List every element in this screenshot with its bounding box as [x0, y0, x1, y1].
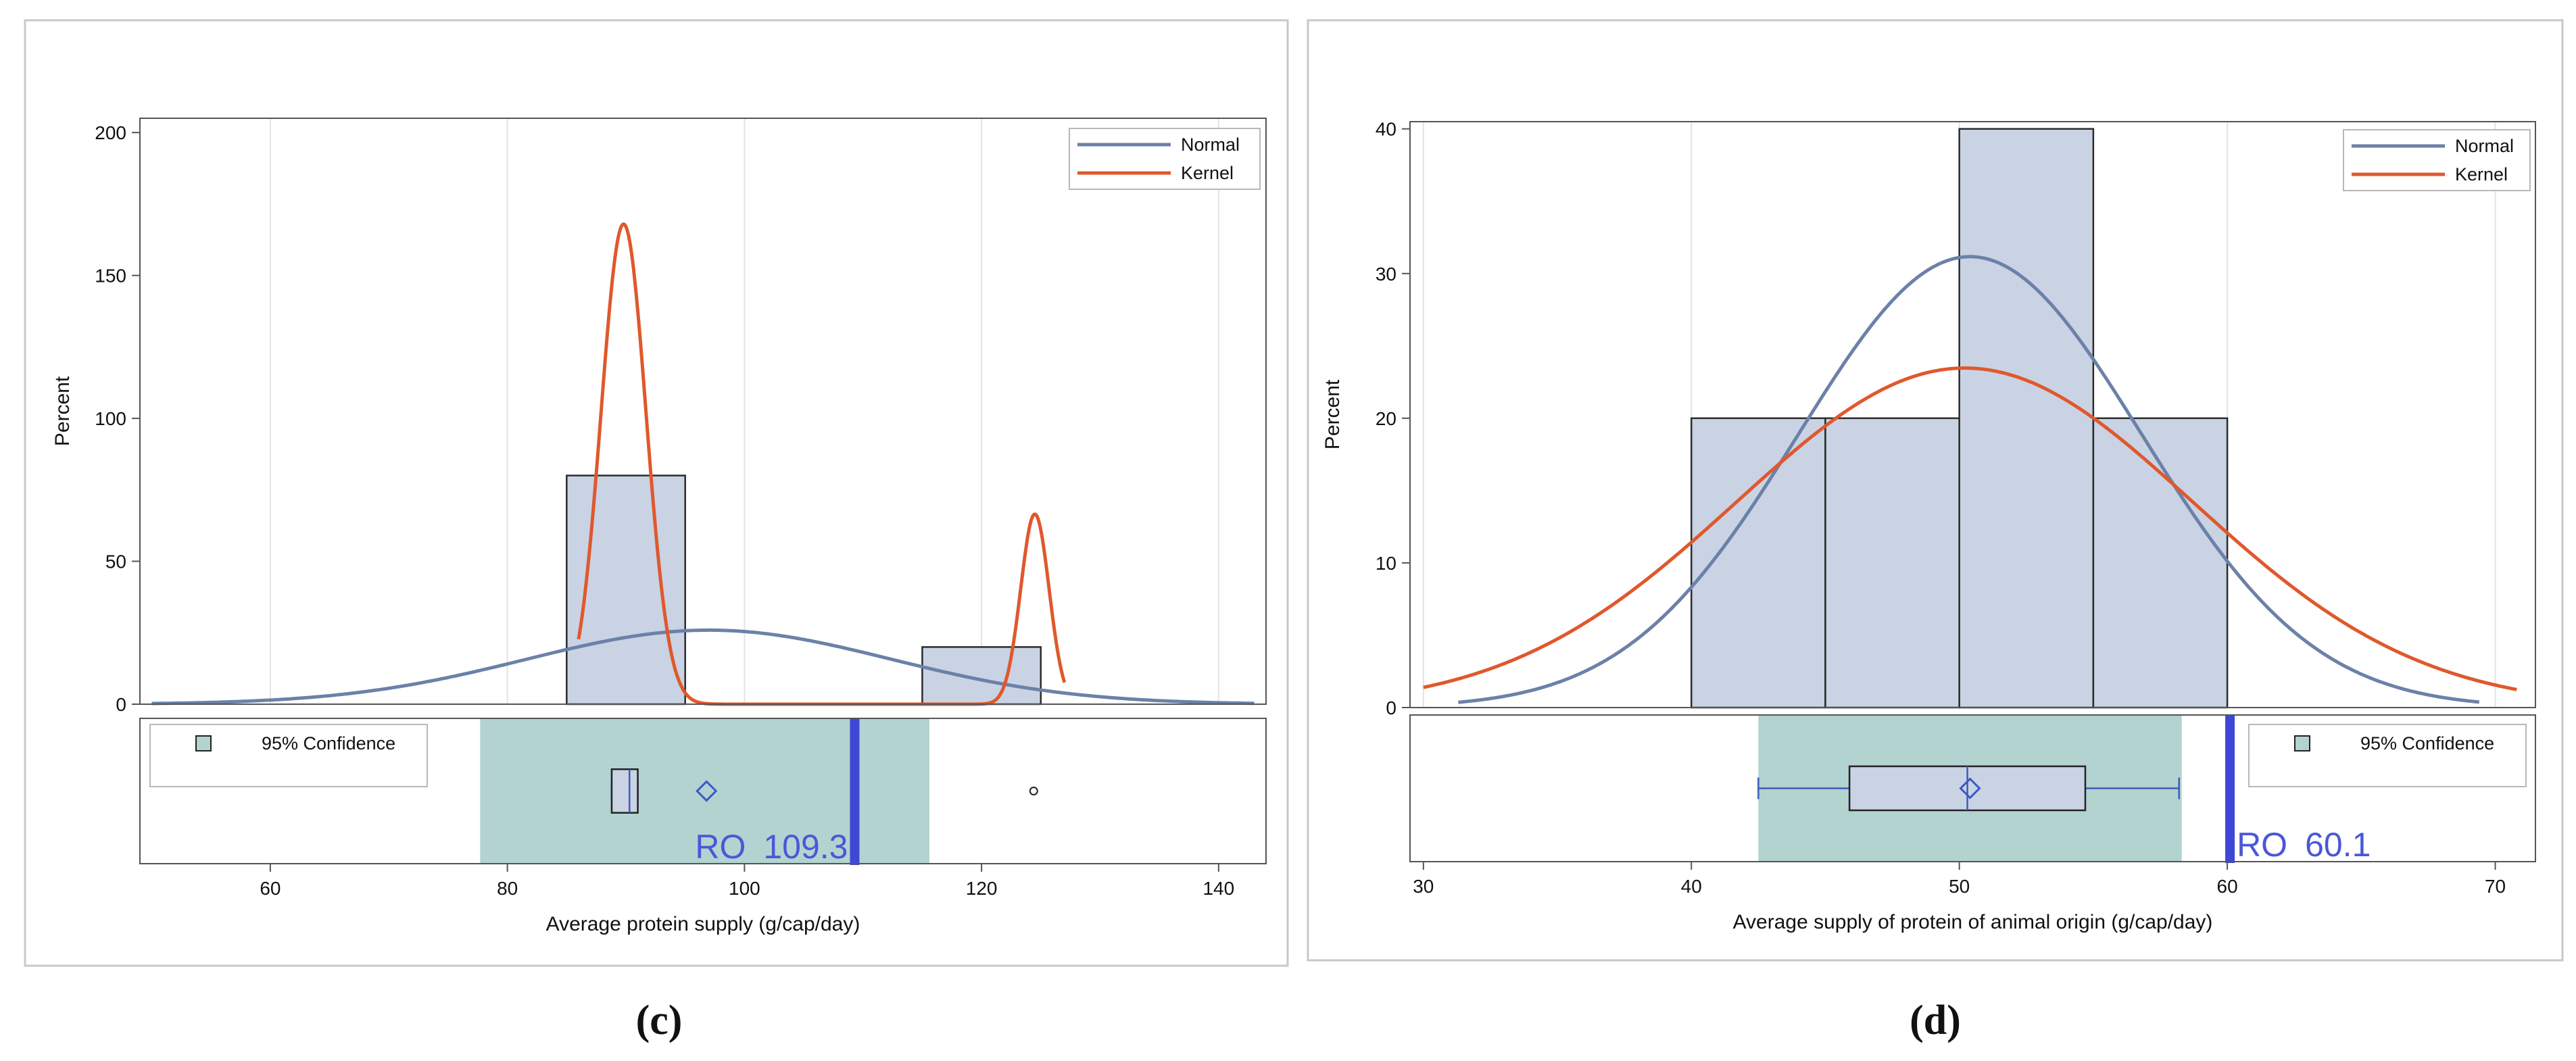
panel-frame: [24, 19, 1289, 967]
x-tick-label: 80: [497, 878, 518, 899]
histogram-bar: [1958, 128, 2095, 709]
inset-border: [1409, 714, 2536, 862]
inset-legend-swatch: [195, 735, 212, 751]
mean-marker: [696, 780, 718, 802]
x-tick-label: 100: [729, 878, 760, 899]
y-tick-label: 100: [95, 408, 126, 429]
panel-c: 0 50 100 150 200 Percent Normal Kernel RO 109.3 95…: [24, 19, 1289, 1043]
legend-kernel-label: Kernel: [1181, 163, 1234, 183]
legend-kernel-label: Kernel: [2455, 164, 2508, 184]
normal-curve: [151, 628, 1255, 706]
kernel-curve: [1423, 366, 2517, 691]
legend-normal-label: Normal: [2455, 136, 2514, 156]
reference-label: RO 109.3: [695, 828, 848, 866]
y-tick-label: 150: [95, 266, 126, 287]
reference-label-name: RO: [2237, 826, 2287, 864]
x-tick-label: 50: [1949, 876, 1970, 897]
plot-area-border: [1409, 121, 2536, 708]
inset-border: [139, 718, 1267, 864]
histogram-bar: [921, 646, 1042, 706]
y-tick-label: 50: [105, 551, 126, 572]
x-tick-label: 70: [2485, 876, 2506, 897]
y-tick-label: 40: [1376, 119, 1396, 140]
y-tick-label: 200: [95, 122, 126, 143]
y-axis-label: Percent: [51, 376, 74, 446]
x-tick-label: 60: [260, 878, 281, 899]
legend-box: [2343, 129, 2531, 191]
y-axis-label: Percent: [1321, 379, 1344, 449]
x-tick-label: 60: [2217, 876, 2238, 897]
y-tick-label: 10: [1376, 553, 1396, 574]
panel-frame: [1307, 19, 2564, 962]
y-tick-label: 0: [1386, 697, 1396, 718]
panel-caption: (d): [1910, 997, 1961, 1043]
x-tick-label: 120: [966, 878, 998, 899]
x-tick-label: 30: [1413, 876, 1434, 897]
inset-legend-label: 95% Confidence: [2360, 733, 2494, 754]
histogram-bar: [1824, 417, 1960, 709]
x-axis-label: Average supply of protein of animal orig…: [1733, 911, 2213, 933]
reference-label-value: 60.1: [2305, 826, 2371, 864]
box: [610, 768, 639, 814]
mean-marker: [1959, 777, 1981, 799]
reference-label: RO 60.1: [2237, 826, 2371, 864]
x-tick-label: 40: [1681, 876, 1702, 897]
plot-area-border: [139, 118, 1267, 705]
y-tick-label: 0: [116, 694, 126, 715]
y-tick-label: 20: [1376, 408, 1396, 429]
legend-box: [1069, 128, 1261, 190]
inset-legend-label: 95% Confidence: [262, 733, 395, 754]
reference-label-name: RO: [695, 828, 746, 866]
inset-legend-box: [2248, 724, 2527, 787]
normal-curve: [1458, 255, 2480, 704]
x-tick-label: 140: [1202, 878, 1234, 899]
x-axis-label: Average protein supply (g/cap/day): [546, 913, 860, 935]
inset-legend-swatch: [2294, 735, 2310, 751]
panel-caption: (c): [636, 997, 683, 1043]
legend-normal-label: Normal: [1181, 134, 1240, 155]
inset-legend-box: [149, 724, 428, 787]
outlier-point: [1029, 787, 1038, 795]
y-tick-label: 30: [1376, 264, 1396, 285]
panel-d: 0 10 20 30 40 Percent Normal Kernel RO 60.1 95% Co…: [1307, 19, 2564, 1043]
reference-label-value: 109.3: [763, 828, 848, 866]
